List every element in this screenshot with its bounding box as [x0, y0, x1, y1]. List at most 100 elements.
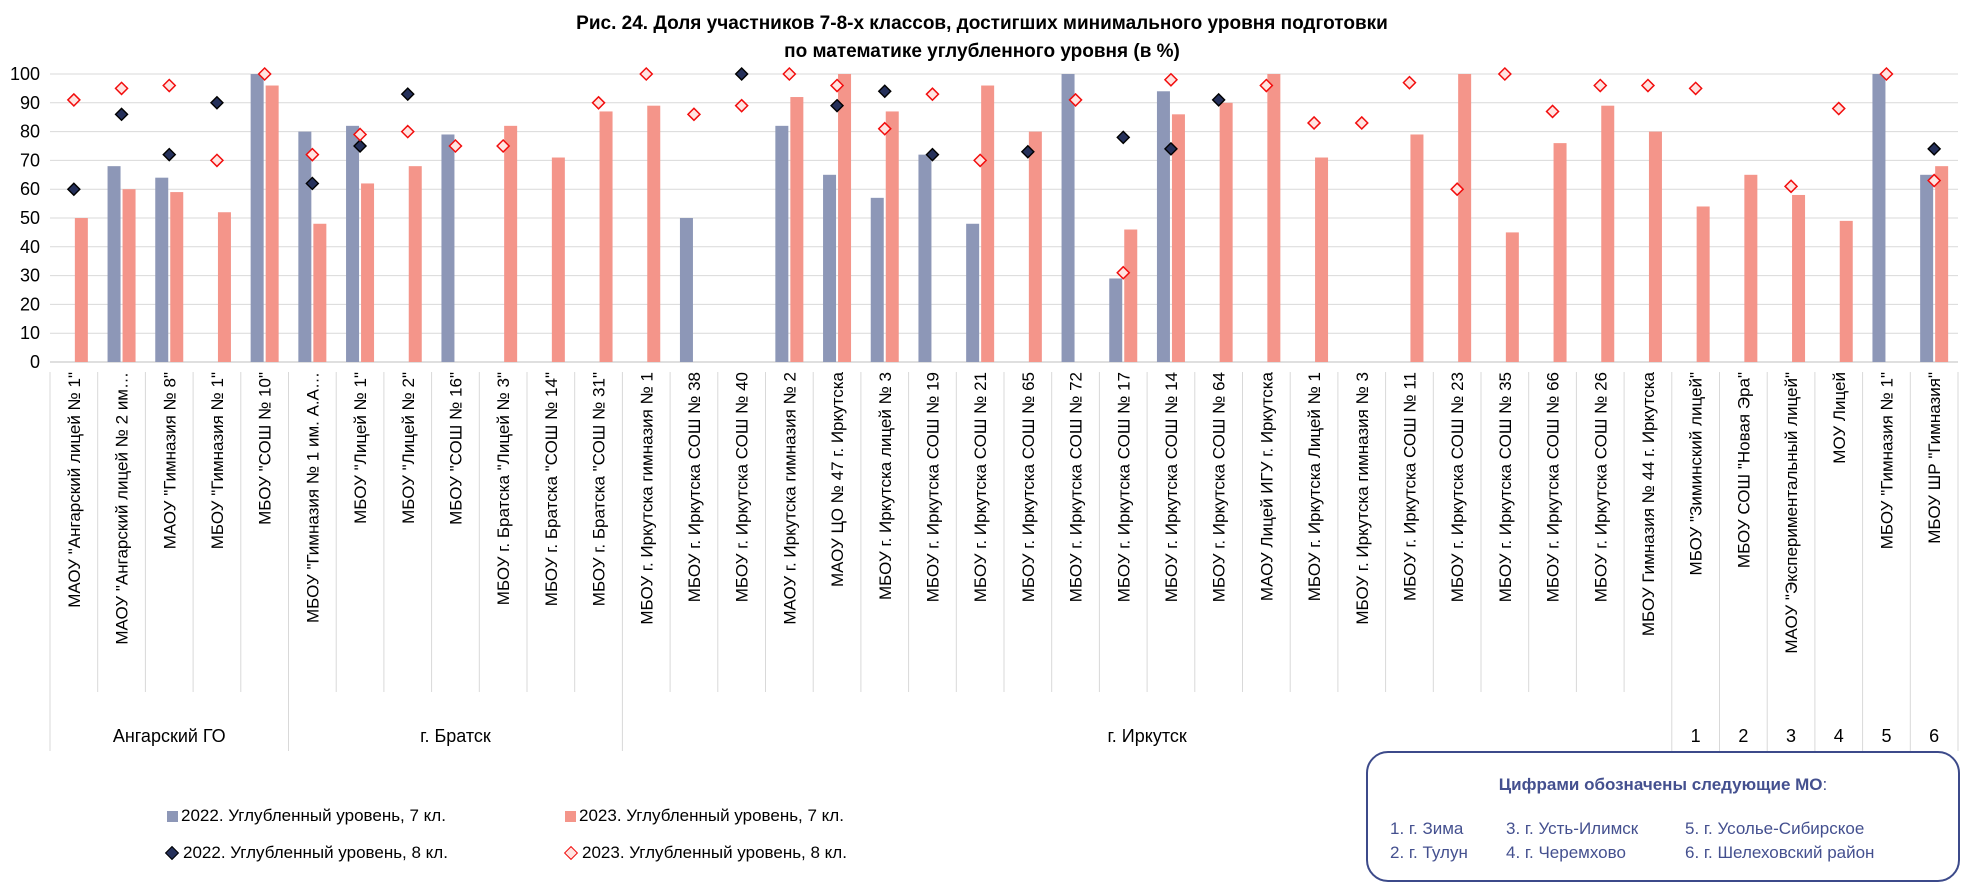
y-tick-label: 40 — [20, 237, 40, 257]
y-tick-label: 50 — [20, 208, 40, 228]
marker-2023-8 — [1688, 81, 1703, 96]
marker-2022-8 — [734, 67, 749, 81]
marker-2023-8 — [257, 66, 272, 82]
bar-2022-7 — [775, 125, 789, 362]
marker-2023-8 — [925, 87, 940, 102]
category-label: МАОУ "Гимназия № 8" — [160, 372, 179, 549]
category-label: МАОУ Лицей ИГУ г. Иркутска — [1257, 371, 1276, 601]
bar-2023-7 — [313, 223, 327, 362]
bar-2023-7 — [1792, 194, 1806, 362]
bar-2023-7 — [74, 218, 88, 362]
group-label: Ангарский ГО — [113, 726, 226, 746]
marker-2023-8 — [734, 98, 749, 113]
category-label: МБОУ г. Иркутска СОШ № 38 — [685, 372, 704, 602]
group-label: 5 — [1881, 726, 1891, 746]
marker-2022-8 — [209, 95, 224, 110]
legend-item-2022-7: 2022. Углубленный уровень, 7 кл. — [167, 806, 446, 826]
legend-item-2023-7: 2023. Углубленный уровень, 7 кл. — [565, 806, 844, 826]
category-label: МБОУ г. Братска "СОШ № 14" — [542, 372, 561, 606]
group-label: 1 — [1691, 726, 1701, 746]
bar-2023-7 — [504, 125, 518, 362]
bar-2023-7 — [1935, 166, 1949, 362]
group-label: 4 — [1834, 726, 1844, 746]
category-label: МБОУ "Гимназия № 1 им. А.А… — [303, 372, 322, 623]
municipality-key-column-3: 5. г. Усолье-Сибирское 6. г. Шелеховский… — [1685, 817, 1874, 865]
marker-2023-8 — [66, 92, 81, 107]
marker-2023-8 — [1259, 78, 1274, 93]
marker-2023-8 — [1163, 72, 1179, 87]
marker-2022-8 — [1163, 141, 1178, 156]
bar-swatch-2022 — [167, 810, 178, 822]
bar-2023-7 — [885, 111, 899, 362]
marker-2023-8 — [1497, 66, 1512, 82]
category-label: МБОУ г. Иркутска СОШ № 17 — [1114, 372, 1133, 602]
bar-2023-7 — [265, 85, 279, 363]
bar-2022-7 — [1061, 74, 1075, 362]
marker-2022-8 — [1116, 130, 1131, 145]
bar-2023-7 — [1648, 131, 1662, 362]
bar-2022-7 — [1156, 91, 1170, 362]
bar-2023-7 — [1171, 114, 1185, 362]
marker-2022-8 — [162, 147, 177, 162]
y-tick-label: 90 — [20, 93, 40, 113]
bar-2023-7 — [1553, 143, 1567, 362]
bar-2023-7 — [647, 105, 661, 363]
category-label: МБОУ г. Иркутска гимназия № 3 — [1353, 372, 1372, 625]
category-label: МБОУ г. Иркутска СОШ № 35 — [1496, 372, 1515, 602]
bar-2023-7 — [1601, 105, 1615, 363]
bar-2023-7 — [361, 183, 375, 362]
marker-2023-8 — [973, 153, 988, 168]
marker-2022-8 — [114, 107, 129, 122]
y-tick-label: 30 — [20, 266, 40, 286]
category-label: МБОУ "Лицей № 1" — [351, 372, 370, 524]
bar-2022-7 — [1109, 278, 1123, 362]
marker-2023-8 — [400, 124, 415, 139]
marker-2023-8 — [1879, 66, 1894, 82]
bar-2023-7 — [1315, 157, 1329, 362]
municipality-key-item: 6. г. Шелеховский район — [1685, 843, 1875, 862]
y-tick-label: 80 — [20, 122, 40, 142]
bar-2022-7 — [441, 134, 455, 362]
marker-2023-8 — [1116, 265, 1131, 280]
y-tick-label: 60 — [20, 179, 40, 199]
category-label: МБОУ "Зиминский лицей" — [1687, 372, 1706, 575]
bar-2023-7 — [599, 111, 613, 362]
legend-label-2022-7: 2022. Углубленный уровень, 7 кл. — [181, 806, 446, 825]
municipality-key-item: 3. г. Усть-Илимск — [1506, 819, 1639, 838]
chart-area: 0 10 20 30 40 50 60 70 80 90 100 МАОУ "Ангарский ли… — [10, 64, 1959, 751]
bar-2022-7 — [823, 174, 837, 362]
marker-2023-8 — [782, 66, 797, 82]
marker-2022-8 — [400, 87, 415, 102]
legend-item-2023-8: 2023. Углубленный уровень, 8 кл. — [563, 843, 847, 863]
category-label: МАОУ "Ангарский лицей № 2 им… — [113, 372, 132, 645]
bar-2023-7 — [981, 85, 995, 363]
municipality-key-item: 4. г. Черемхово — [1506, 843, 1626, 862]
category-label: МБОУ г. Иркутска СОШ № 21 — [971, 372, 990, 602]
municipality-key-item: 5. г. Усолье-Сибирское — [1685, 819, 1865, 838]
category-label: МБОУ г. Братска "Лицей № 3" — [494, 372, 513, 605]
category-label: МБОУ "СОШ № 16" — [446, 372, 465, 525]
legend-label-2023-7: 2023. Углубленный уровень, 7 кл. — [579, 806, 844, 825]
bar-2022-7 — [870, 197, 884, 362]
marker-2023-8 — [1354, 115, 1369, 131]
marker-2022-8 — [1211, 92, 1226, 107]
bar-2022-7 — [250, 74, 264, 362]
group-label: 3 — [1786, 726, 1796, 746]
category-label: МБОУ "Гимназия № 1" — [1877, 372, 1896, 549]
category-label: МБОУ г. Иркутска СОШ № 65 — [1019, 372, 1038, 602]
category-label: МБОУ "СОШ № 10" — [256, 372, 275, 525]
marker-2023-8 — [352, 127, 368, 142]
municipality-key-box: Цифрами обозначены следующие МО: 1. г. З… — [1366, 751, 1960, 882]
group-label: г. Иркутск — [1107, 726, 1186, 746]
bar-2022-7 — [679, 218, 693, 362]
bar-2023-7 — [1124, 229, 1138, 362]
bar-2023-7 — [838, 74, 852, 362]
marker-2023-8 — [1450, 182, 1465, 197]
category-label: МБОУ "Лицей № 2" — [399, 372, 418, 524]
category-label: МБОУ Гимназия № 44 г. Иркутска — [1639, 371, 1658, 636]
municipality-key-item: 2. г. Тулун — [1390, 843, 1468, 862]
marker-2022-8 — [353, 139, 368, 153]
bar-2022-7 — [107, 166, 121, 362]
category-label: МБОУ г. Иркутска СОШ № 40 — [733, 372, 752, 602]
bar-2023-7 — [1696, 206, 1710, 362]
